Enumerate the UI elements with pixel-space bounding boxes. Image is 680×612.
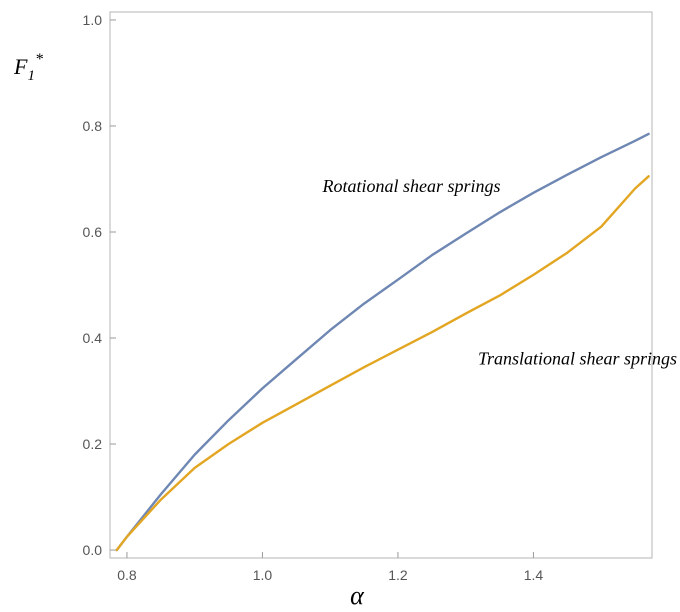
y-axis-label-main: F bbox=[13, 54, 28, 79]
annotation-layer: Rotational shear springs Translational sh… bbox=[321, 176, 677, 368]
y-tick-label: 1.0 bbox=[83, 12, 103, 28]
y-axis-label: F1* bbox=[13, 51, 43, 84]
y-tick-label: 0.4 bbox=[83, 330, 103, 346]
y-tick-label: 0.8 bbox=[83, 118, 103, 134]
plot-frame bbox=[109, 11, 653, 559]
y-tick-label: 0.0 bbox=[83, 542, 103, 558]
x-tick-label: 0.8 bbox=[117, 567, 137, 583]
series-line-2 bbox=[115, 175, 650, 552]
annotation-label: Translational shear springs bbox=[478, 349, 677, 369]
y-tick-label: 0.6 bbox=[83, 224, 103, 240]
x-tick-label: 1.0 bbox=[253, 567, 273, 583]
x-tick-label: 1.4 bbox=[524, 567, 544, 583]
y-tick-label: 0.2 bbox=[83, 436, 103, 452]
x-axis-label: α bbox=[350, 581, 365, 610]
y-axis-label-subscript: 1 bbox=[27, 68, 35, 84]
x-tick-label: 1.2 bbox=[388, 567, 408, 583]
annotation-label: Rotational shear springs bbox=[321, 176, 500, 196]
series-line-1 bbox=[115, 132, 650, 552]
y-axis-label-superscript: * bbox=[35, 51, 43, 68]
series-layer bbox=[115, 132, 650, 552]
axis-ticks: 0.8 1.0 1.2 1.4 0.0 0.2 0.4 0.6 0.8 1.0 bbox=[83, 12, 544, 583]
